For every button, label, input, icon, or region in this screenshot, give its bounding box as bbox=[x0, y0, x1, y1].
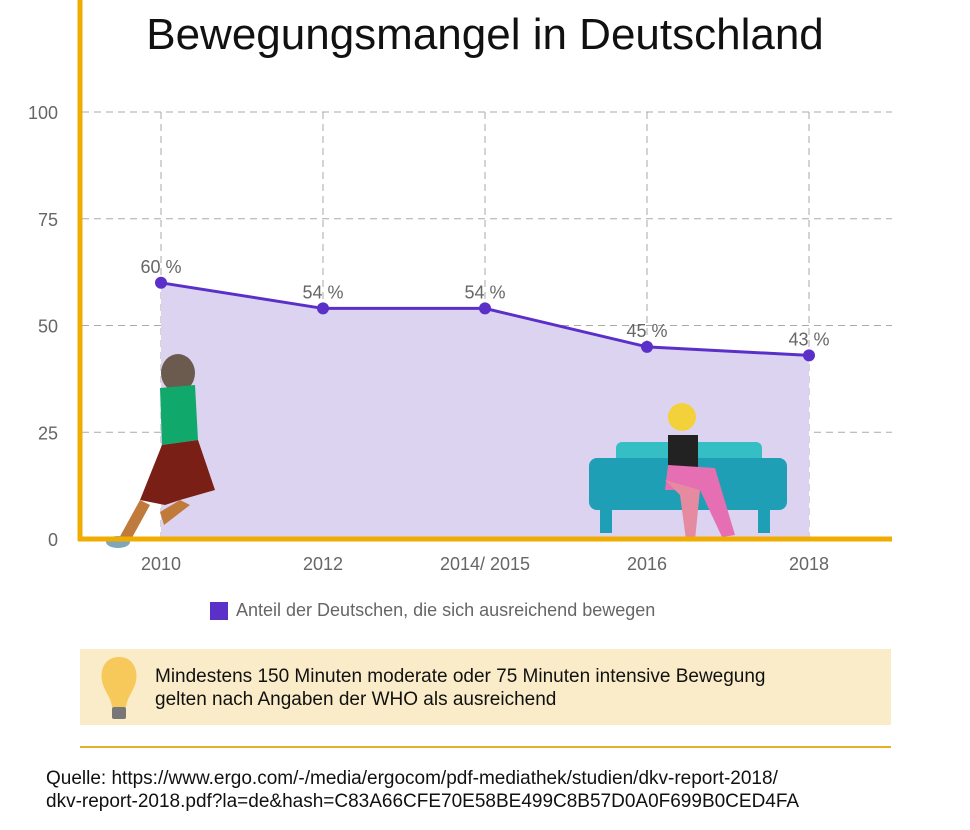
x-tick-label: 2014/ 2015 bbox=[440, 554, 530, 574]
sofa-illustration bbox=[589, 403, 787, 540]
note-line-2: gelten nach Angaben der WHO als ausreich… bbox=[155, 689, 557, 710]
data-label: 54 % bbox=[302, 282, 343, 302]
chart-title: Bewegungsmangel in Deutschland bbox=[146, 10, 824, 59]
data-point bbox=[317, 302, 329, 315]
legend-label: Anteil der Deutschen, die sich ausreiche… bbox=[236, 600, 656, 620]
legend-swatch bbox=[210, 601, 228, 620]
y-tick-label: 0 bbox=[48, 530, 58, 550]
source-line-1: Quelle: https://www.ergo.com/-/media/erg… bbox=[46, 768, 778, 789]
source-line-2: dkv-report-2018.pdf?la=de&hash=C83A66CFE… bbox=[46, 791, 800, 812]
x-tick-label: 2018 bbox=[789, 554, 829, 574]
data-point bbox=[479, 302, 491, 315]
source: Quelle: https://www.ergo.com/-/media/erg… bbox=[46, 767, 799, 813]
y-tick-label: 50 bbox=[38, 317, 58, 337]
x-tick-label: 2012 bbox=[303, 554, 343, 574]
data-label: 54 % bbox=[464, 282, 505, 302]
info-note: Mindestens 150 Minuten moderate oder 75 … bbox=[80, 649, 891, 725]
note-line-1: Mindestens 150 Minuten moderate oder 75 … bbox=[155, 666, 766, 687]
y-tick-label: 75 bbox=[38, 210, 58, 230]
data-point bbox=[155, 276, 167, 289]
lightbulb-icon bbox=[101, 657, 137, 719]
x-tick-label: 2010 bbox=[141, 554, 181, 574]
data-point bbox=[803, 349, 815, 362]
y-tick-label: 25 bbox=[38, 423, 58, 443]
y-tick-label: 100 bbox=[28, 103, 58, 123]
divider bbox=[80, 746, 891, 748]
data-label: 43 % bbox=[788, 329, 829, 349]
data-label: 60 % bbox=[140, 257, 181, 277]
x-tick-label: 2016 bbox=[627, 554, 667, 574]
data-label: 45 % bbox=[626, 321, 667, 341]
legend: Anteil der Deutschen, die sich ausreiche… bbox=[210, 600, 655, 621]
data-point bbox=[641, 340, 653, 353]
line-area-chart: 60 % 54 % 54 % 45 % 43 % 0 25 50 75 100 2010 2012… bbox=[28, 0, 892, 574]
runner-illustration bbox=[106, 354, 215, 548]
